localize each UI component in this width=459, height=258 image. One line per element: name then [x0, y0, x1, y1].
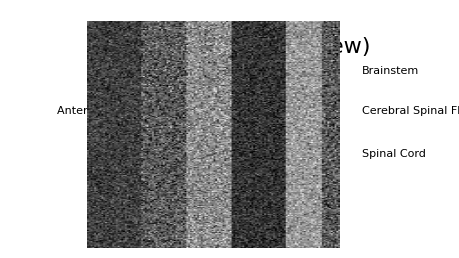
Text: Spinal Cord: Spinal Cord — [362, 149, 425, 159]
Text: Brainstem: Brainstem — [362, 66, 419, 76]
Text: Anterior Dura: Anterior Dura — [57, 106, 133, 116]
Text: Cervical MRI (Side View): Cervical MRI (Side View) — [100, 37, 370, 57]
Text: Cerebral Spinal Fluid (CSF): Cerebral Spinal Fluid (CSF) — [362, 106, 459, 116]
